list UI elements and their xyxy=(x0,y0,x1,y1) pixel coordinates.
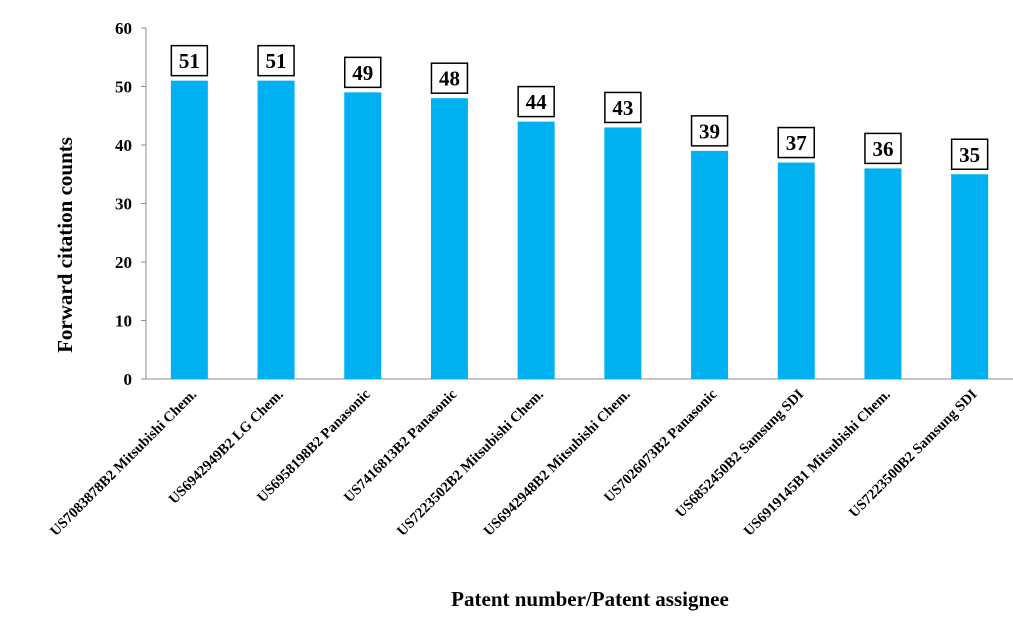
value-label: 49 xyxy=(352,61,373,85)
value-label-box xyxy=(777,126,815,159)
bar xyxy=(691,150,729,379)
value-label-box xyxy=(170,44,209,77)
bar xyxy=(951,174,989,379)
y-tick-label: 10 xyxy=(115,312,132,331)
value-label-box xyxy=(344,56,382,89)
y-axis-title: Forward citation counts xyxy=(53,137,77,353)
bar xyxy=(604,127,642,379)
y-tick-label: 40 xyxy=(115,136,132,155)
value-label-box xyxy=(864,132,902,165)
value-label: 37 xyxy=(786,131,807,155)
y-axis: 0 10 20 30 40 50 60 xyxy=(115,19,147,389)
category-label: US7083878B2 Mitsubishi Chem. xyxy=(47,387,200,540)
bar xyxy=(777,162,815,379)
bar xyxy=(430,98,468,379)
y-tick-label: 50 xyxy=(115,78,132,97)
value-label: 43 xyxy=(612,96,633,120)
value-labels: 51 51 49 48 44 43 39 37 36 35 xyxy=(170,44,989,170)
value-label: 36 xyxy=(872,137,893,161)
value-label-box xyxy=(950,138,989,170)
y-tick-label: 20 xyxy=(115,253,132,272)
value-label-box xyxy=(604,91,642,124)
value-label-box xyxy=(690,115,729,147)
y-tick-label: 30 xyxy=(115,195,132,214)
value-label-box xyxy=(257,44,295,77)
value-label: 39 xyxy=(699,119,720,143)
bar xyxy=(864,168,902,379)
value-label-box xyxy=(517,85,555,118)
bar xyxy=(257,80,295,380)
value-label: 51 xyxy=(179,49,200,73)
category-label: US7223502B2 Mitsubishi Chem. xyxy=(394,387,547,540)
category-labels: US7083878B2 Mitsubishi Chem.US6942949B2 … xyxy=(47,386,980,539)
bars xyxy=(170,80,989,380)
bar xyxy=(344,92,382,379)
x-axis-title: Patent number/Patent assignee xyxy=(451,587,729,611)
bar xyxy=(517,121,555,379)
bar xyxy=(170,80,208,380)
value-label-box xyxy=(430,62,469,94)
value-label: 48 xyxy=(439,67,460,91)
category-label: US6919145B1 Mitsubishi Chem. xyxy=(741,387,894,540)
category-label: US6942948B2 Mitsubishi Chem. xyxy=(481,387,634,540)
value-label: 51 xyxy=(266,49,287,73)
value-label: 44 xyxy=(526,90,548,114)
y-tick-label: 60 xyxy=(115,19,132,38)
y-tick-label: 0 xyxy=(124,370,133,389)
value-label: 35 xyxy=(959,143,980,167)
